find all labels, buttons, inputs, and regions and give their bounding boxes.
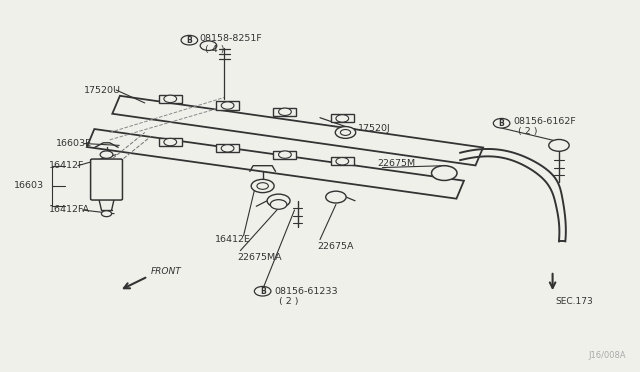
Text: 08158-8251F: 08158-8251F <box>199 34 262 43</box>
FancyBboxPatch shape <box>216 144 239 153</box>
Text: B: B <box>499 119 504 128</box>
Circle shape <box>548 140 569 151</box>
Circle shape <box>336 115 349 122</box>
Text: 16412F: 16412F <box>49 161 84 170</box>
Text: FRONT: FRONT <box>151 267 182 276</box>
Circle shape <box>340 129 351 135</box>
Text: 17520U: 17520U <box>84 86 121 94</box>
Circle shape <box>267 194 290 208</box>
Text: 22675A: 22675A <box>317 243 353 251</box>
Text: 16412FA: 16412FA <box>49 205 90 215</box>
Text: J16/008A: J16/008A <box>588 350 626 359</box>
Circle shape <box>254 286 271 296</box>
Circle shape <box>257 183 268 189</box>
Circle shape <box>251 179 274 193</box>
Circle shape <box>431 166 457 180</box>
Text: 17520J: 17520J <box>358 124 391 133</box>
Circle shape <box>221 145 234 152</box>
Text: 22675M: 22675M <box>378 159 415 169</box>
Circle shape <box>164 95 177 103</box>
FancyBboxPatch shape <box>331 114 354 122</box>
Circle shape <box>181 35 198 45</box>
Text: ( 2 ): ( 2 ) <box>278 297 298 306</box>
Text: B: B <box>260 287 266 296</box>
FancyBboxPatch shape <box>273 151 296 159</box>
FancyBboxPatch shape <box>159 138 182 146</box>
Circle shape <box>278 108 291 115</box>
Circle shape <box>336 158 349 165</box>
Text: 16603: 16603 <box>14 182 44 190</box>
Circle shape <box>278 151 291 158</box>
Text: B: B <box>186 36 192 45</box>
Text: ( 4 ): ( 4 ) <box>205 45 225 54</box>
Text: 16412E: 16412E <box>215 235 251 244</box>
Circle shape <box>100 151 113 158</box>
Circle shape <box>270 200 287 209</box>
Circle shape <box>326 191 346 203</box>
Circle shape <box>493 118 510 128</box>
FancyBboxPatch shape <box>331 157 354 165</box>
Circle shape <box>164 138 177 146</box>
Text: 08156-6162F: 08156-6162F <box>513 117 576 126</box>
FancyBboxPatch shape <box>159 95 182 103</box>
Circle shape <box>221 102 234 109</box>
FancyBboxPatch shape <box>273 108 296 116</box>
Text: 08156-61233: 08156-61233 <box>274 287 338 296</box>
Text: ( 2 ): ( 2 ) <box>518 127 537 136</box>
Circle shape <box>200 41 217 51</box>
Text: 16603E: 16603E <box>56 139 92 148</box>
Polygon shape <box>87 129 464 199</box>
Polygon shape <box>112 96 483 166</box>
Text: 22675MA: 22675MA <box>237 253 282 263</box>
FancyBboxPatch shape <box>216 102 239 110</box>
Circle shape <box>101 211 111 217</box>
FancyBboxPatch shape <box>91 159 122 200</box>
Text: SEC.173: SEC.173 <box>556 297 593 306</box>
Circle shape <box>335 126 356 138</box>
